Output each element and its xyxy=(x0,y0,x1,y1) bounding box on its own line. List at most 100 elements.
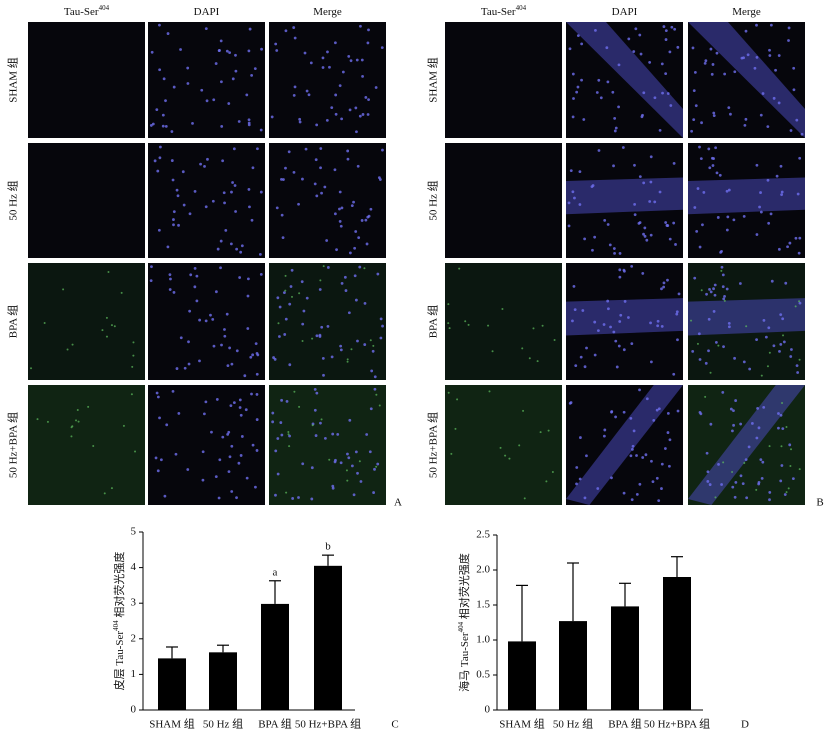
nucleus xyxy=(722,297,726,301)
nucleus xyxy=(226,432,230,436)
tau-dot xyxy=(277,322,280,325)
nucleus xyxy=(297,202,300,206)
nucleus xyxy=(198,318,202,322)
text-part: Tau-Ser xyxy=(64,6,99,18)
nucleus xyxy=(630,498,634,502)
tau-dot xyxy=(798,300,801,303)
text-part: 404 xyxy=(516,4,527,12)
nucleus xyxy=(699,157,703,161)
nucleus xyxy=(354,450,358,454)
nucleus xyxy=(237,120,241,123)
column-header: DAPI xyxy=(194,6,220,18)
tau-dot xyxy=(287,433,290,436)
nucleus xyxy=(585,454,588,458)
nucleus xyxy=(256,147,259,151)
column-header: Merge xyxy=(313,6,342,18)
nucleus xyxy=(755,23,758,27)
nucleus xyxy=(365,242,369,246)
nucleus xyxy=(747,445,751,449)
nucleus xyxy=(638,388,641,392)
nucleus xyxy=(779,164,783,168)
nucleus xyxy=(259,128,263,132)
nucleus xyxy=(170,159,174,162)
nucleus xyxy=(575,90,579,94)
nucleus xyxy=(727,322,731,325)
nucleus xyxy=(567,224,571,228)
nucleus xyxy=(276,472,280,476)
nucleus xyxy=(349,59,353,63)
green-signal xyxy=(28,263,145,380)
nucleus xyxy=(339,224,343,228)
tau-dot xyxy=(781,401,784,404)
nucleus xyxy=(629,454,633,458)
nucleus xyxy=(346,149,350,153)
nucleus xyxy=(670,25,674,29)
nucleus xyxy=(169,277,172,281)
tau-dot xyxy=(553,338,556,341)
x-tick-label: 50 Hz+BPA 组 xyxy=(295,717,361,731)
nucleus xyxy=(744,117,748,121)
nucleus xyxy=(612,164,615,168)
nucleus xyxy=(662,281,666,285)
nucleus xyxy=(704,59,708,63)
nucleus xyxy=(759,458,763,461)
nucleus xyxy=(326,50,329,54)
nucleus xyxy=(700,121,703,125)
nucleus xyxy=(723,294,726,298)
nucleus xyxy=(325,118,329,122)
nucleus xyxy=(573,196,576,200)
nucleus xyxy=(622,491,626,495)
tau-dot xyxy=(551,470,554,473)
nucleus xyxy=(204,400,208,404)
nucleus xyxy=(762,406,766,409)
nucleus xyxy=(662,25,666,28)
nucleus xyxy=(613,129,617,133)
tau-dot xyxy=(532,327,535,330)
nucleus xyxy=(716,216,720,219)
bar xyxy=(261,603,289,710)
row-label: SHAM 组 xyxy=(426,57,440,103)
y-tick-label: 2 xyxy=(131,632,137,644)
nucleus xyxy=(348,251,352,255)
nucleus xyxy=(193,285,197,289)
nucleus xyxy=(725,228,729,232)
nucleus xyxy=(368,450,372,454)
nucleus xyxy=(319,166,322,170)
nucleus xyxy=(638,33,642,37)
nucleus xyxy=(177,412,181,415)
nucleus xyxy=(800,132,804,136)
nucleus xyxy=(725,189,729,193)
nucleus xyxy=(358,114,362,118)
nucleus xyxy=(260,47,263,51)
nucleus xyxy=(186,66,190,70)
nucleus xyxy=(217,496,221,500)
nucleus xyxy=(246,277,250,281)
nucleus xyxy=(677,292,681,296)
nucleus xyxy=(187,362,191,366)
nucleus xyxy=(630,264,634,268)
nucleus xyxy=(606,307,610,311)
nucleus xyxy=(768,54,772,57)
nucleus xyxy=(777,247,781,251)
nucleus xyxy=(238,276,242,279)
nucleus xyxy=(214,475,218,479)
nucleus xyxy=(779,413,783,417)
nucleus xyxy=(181,170,185,174)
nucleus xyxy=(248,205,251,209)
tau-dot xyxy=(132,354,135,357)
nucleus xyxy=(372,491,376,494)
nucleus xyxy=(787,39,790,42)
tau-dot xyxy=(448,327,451,330)
nucleus xyxy=(583,496,587,500)
text-part: 404 xyxy=(99,4,110,12)
row-label: 50 Hz 组 xyxy=(6,180,20,220)
nucleus xyxy=(744,29,748,33)
nucleus xyxy=(580,78,583,82)
nucleus xyxy=(354,230,358,233)
nucleus xyxy=(307,93,311,97)
tau-dot xyxy=(518,444,521,447)
tau-dot xyxy=(798,468,801,471)
nucleus xyxy=(272,356,275,359)
nucleus xyxy=(363,301,367,305)
nucleus xyxy=(739,422,743,426)
